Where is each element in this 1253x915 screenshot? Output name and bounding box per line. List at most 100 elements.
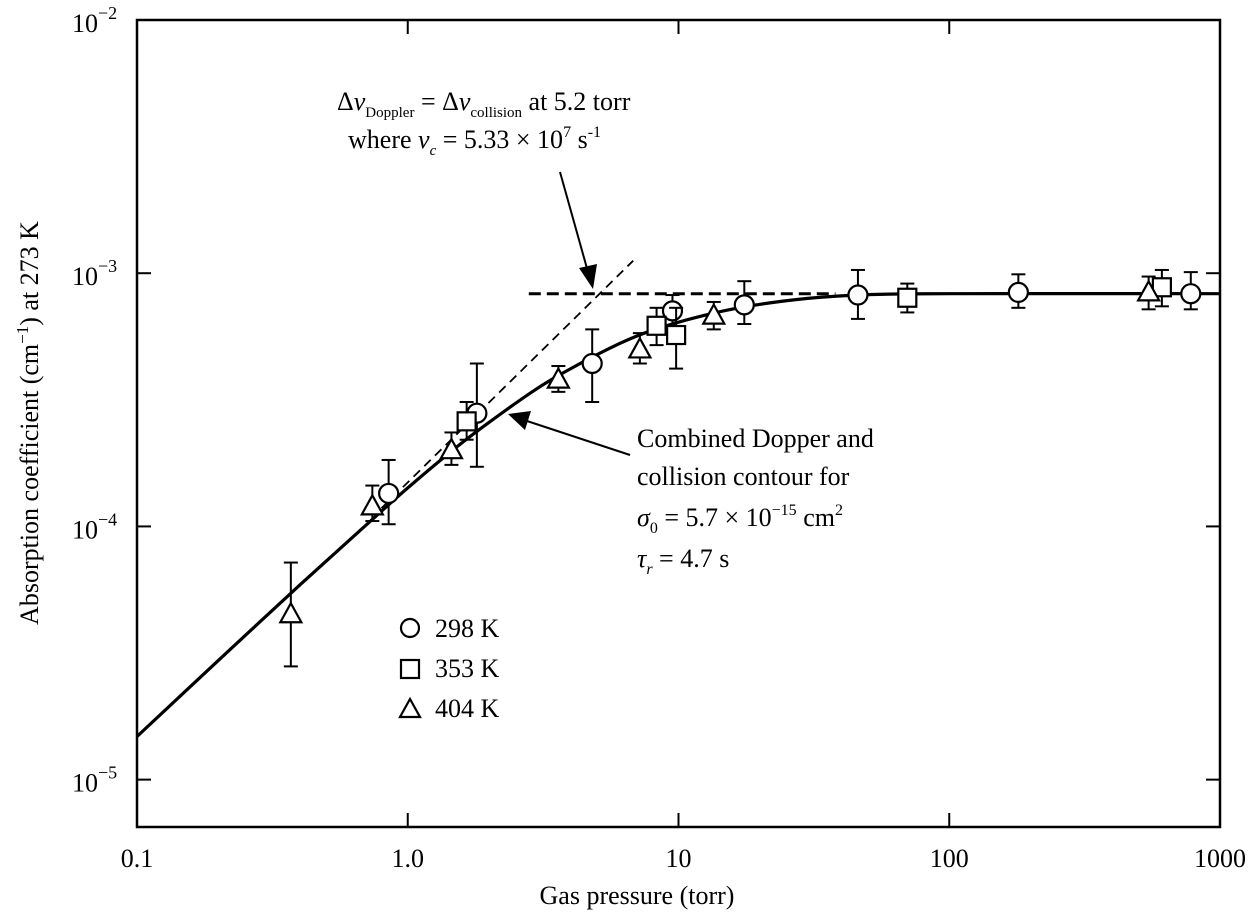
crossover-annotation-line2: where νc = 5.33 × 107 s-1 — [348, 124, 601, 159]
points-layer — [278, 268, 1202, 668]
point-triangle-6 — [1136, 275, 1161, 311]
nu-c-symbol: ν — [418, 125, 430, 154]
curve-label-line2: collision contour for — [637, 462, 850, 491]
marker-circle — [1007, 281, 1029, 303]
point-triangle-3 — [546, 365, 571, 393]
y-tick-label-2: 10−3 — [72, 256, 117, 291]
delta-symbol: Δ — [337, 87, 354, 116]
doppler-asymptote-line — [380, 260, 634, 509]
marker-triangle — [627, 336, 653, 359]
legend-label-353: 353 K — [435, 654, 500, 683]
marker-triangle — [546, 366, 571, 389]
y-tick-exp-2: −3 — [98, 256, 117, 276]
point-triangle-2 — [439, 431, 464, 466]
point-square-1 — [646, 306, 667, 347]
x-tick-label-1: 1.0 — [392, 844, 425, 873]
sigma-unit-exponent: 2 — [835, 502, 843, 519]
y-tick-base-3: 10 — [72, 9, 98, 38]
legend-marker-353 — [399, 658, 421, 680]
y-tick-base-0: 10 — [72, 769, 98, 798]
curve-arrow-shaft — [526, 420, 631, 456]
legend-marker-404 — [398, 696, 422, 719]
y-tick-exp-3: −2 — [98, 3, 117, 23]
marker-circle — [661, 300, 684, 322]
marker-circle — [581, 352, 603, 375]
x-axis-title: Gas pressure (torr) — [540, 881, 735, 910]
crossover-arrowhead — [579, 264, 597, 289]
point-triangle-5 — [701, 300, 727, 331]
legend: 298 K 353 K 404 K — [398, 614, 500, 723]
marker-triangle — [278, 600, 304, 624]
point-circle-0 — [378, 458, 400, 526]
y-tick-label-3: 10−2 — [72, 3, 117, 38]
y-tick-base-2: 10 — [72, 262, 98, 291]
marker-circle — [847, 284, 869, 306]
x-tick-label-3: 100 — [930, 844, 969, 873]
nu-c-unit: s — [571, 125, 588, 154]
nu-symbol-2: ν — [459, 87, 471, 116]
point-square-3 — [897, 282, 918, 314]
y-tick-label-1: 10−4 — [72, 509, 117, 544]
y-tick-base-1: 10 — [72, 515, 98, 544]
sigma-symbol: σ — [637, 503, 651, 532]
marker-triangle — [359, 493, 385, 516]
y-axis-title-part-a: Absorption coefficient (cm — [15, 344, 44, 625]
marker-circle — [378, 482, 400, 505]
collision-subscript: collision — [470, 105, 522, 121]
point-circle-7 — [1180, 271, 1202, 311]
point-square-0 — [456, 401, 477, 441]
y-axis-title-sup: −1 — [13, 326, 32, 344]
point-circle-3 — [661, 294, 684, 335]
marker-triangle — [439, 436, 464, 460]
legend-label-404: 404 K — [435, 694, 500, 723]
point-circle-6 — [1007, 273, 1029, 309]
x-tick-label-0: 0.1 — [121, 844, 154, 873]
crossover-annotation-line1: ΔνDoppler = Δνcollision at 5.2 torr — [337, 87, 631, 121]
marker-square — [666, 324, 687, 346]
legend-label-298: 298 K — [435, 614, 500, 643]
point-circle-2 — [581, 328, 603, 404]
marker-square — [897, 287, 918, 308]
curve-label-line4: τr = 4.7 s — [637, 544, 729, 578]
nu-c-exponent: 7 — [563, 124, 571, 141]
tau-subscript: r — [646, 561, 653, 578]
marker-circle — [733, 294, 755, 316]
legend-marker-298 — [399, 617, 421, 639]
curves-layer — [135, 260, 1221, 738]
y-axis-title: Absorption coefficient (cm−1) at 273 K — [13, 221, 44, 625]
curve-label-line3: σ0 = 5.7 × 10−15 cm2 — [637, 502, 843, 537]
point-square-2 — [666, 306, 687, 370]
y-axis-title-part-b: ) at 273 K — [15, 221, 44, 326]
marker-circle — [1180, 283, 1202, 305]
nu-c-unit-exponent: -1 — [588, 124, 601, 141]
curve-label-line1: Combined Dopper and — [637, 424, 874, 453]
tau-symbol: τ — [637, 544, 648, 573]
x-tick-label-4: 1000 — [1194, 844, 1246, 873]
curve-arrowhead — [508, 411, 531, 430]
point-triangle-1 — [359, 484, 385, 523]
marker-triangle — [1136, 279, 1161, 302]
marker-square — [456, 411, 477, 432]
sigma-value: = 5.7 × 10 — [658, 503, 772, 532]
sigma-unit: cm — [797, 503, 835, 532]
point-triangle-4 — [627, 332, 653, 365]
crossover-pressure: at 5.2 torr — [522, 87, 631, 116]
sigma-subscript: 0 — [650, 520, 658, 537]
y-tick-label-0: 10−5 — [72, 763, 117, 798]
marker-triangle — [701, 302, 727, 325]
point-circle-5 — [847, 268, 869, 320]
point-triangle-0 — [278, 561, 304, 668]
where-text: where — [348, 125, 418, 154]
nu-c-value: = 5.33 × 10 — [436, 125, 563, 154]
nu-c-subscript: c — [430, 143, 437, 159]
equals-delta: = Δ — [414, 87, 458, 116]
y-tick-exp-0: −5 — [98, 763, 117, 783]
x-tick-label-2: 10 — [666, 844, 692, 873]
crossover-arrow-shaft — [559, 171, 589, 273]
y-tick-exp-1: −4 — [98, 509, 117, 529]
point-circle-4 — [733, 280, 755, 326]
doppler-subscript: Doppler — [365, 105, 414, 121]
sigma-exponent: −15 — [772, 502, 797, 519]
